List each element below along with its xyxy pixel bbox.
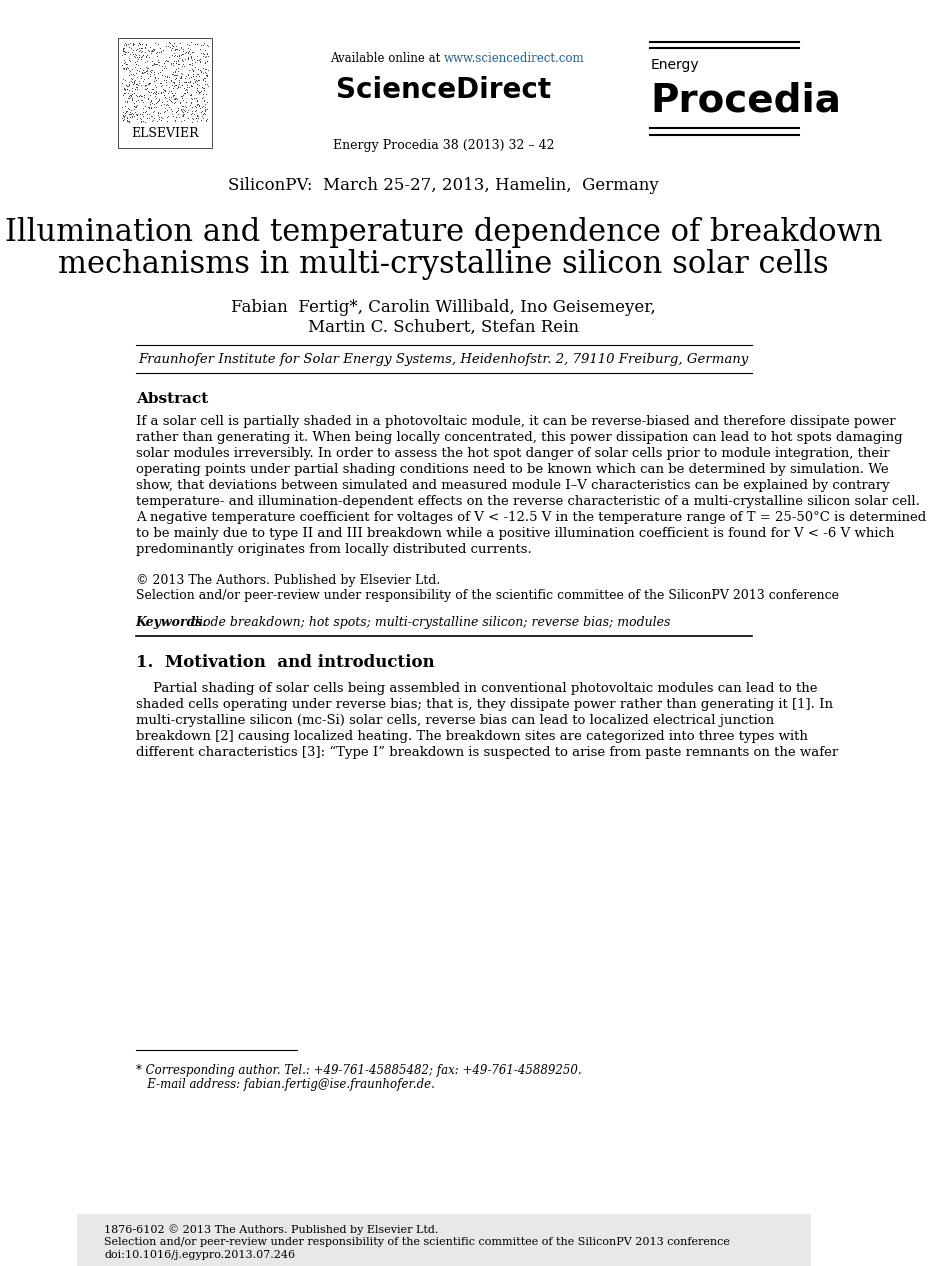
Text: temperature- and illumination-dependent effects on the reverse characteristic of: temperature- and illumination-dependent … [136, 495, 920, 508]
Text: * Corresponding author. Tel.: +49-761-45885482; fax: +49-761-45889250.: * Corresponding author. Tel.: +49-761-45… [136, 1063, 582, 1077]
Text: Abstract: Abstract [136, 392, 208, 406]
Text: predominantly originates from locally distributed currents.: predominantly originates from locally di… [136, 543, 531, 556]
Text: ELSEVIER: ELSEVIER [131, 127, 198, 141]
Text: Energy: Energy [650, 58, 698, 72]
Text: E-mail address: fabian.fertig@ise.fraunhofer.de.: E-mail address: fabian.fertig@ise.fraunh… [136, 1079, 435, 1091]
Text: different characteristics [3]: “Type I” breakdown is suspected to arise from pas: different characteristics [3]: “Type I” … [136, 746, 838, 760]
Text: diode breakdown; hot spots; multi-crystalline silicon; reverse bias; modules: diode breakdown; hot spots; multi-crysta… [187, 617, 670, 629]
Text: Selection and/or peer-review under responsibility of the scientific committee of: Selection and/or peer-review under respo… [105, 1237, 730, 1247]
Text: Partial shading of solar cells being assembled in conventional photovoltaic modu: Partial shading of solar cells being ass… [136, 682, 817, 695]
Text: www.sciencedirect.com: www.sciencedirect.com [443, 52, 584, 65]
Text: If a solar cell is partially shaded in a photovoltaic module, it can be reverse-: If a solar cell is partially shaded in a… [136, 415, 896, 428]
Text: Keywords:: Keywords: [136, 617, 208, 629]
Text: Fabian  Fertig*, Carolin Willibald, Ino Geisemeyer,: Fabian Fertig*, Carolin Willibald, Ino G… [231, 300, 656, 316]
Text: Procedia: Procedia [650, 81, 842, 119]
Text: Martin C. Schubert, Stefan Rein: Martin C. Schubert, Stefan Rein [309, 319, 579, 335]
Text: 1.  Motivation  and introduction: 1. Motivation and introduction [136, 655, 435, 671]
Text: 1876-6102 © 2013 The Authors. Published by Elsevier Ltd.: 1876-6102 © 2013 The Authors. Published … [105, 1224, 439, 1234]
Text: SiliconPV:  March 25-27, 2013, Hamelin,  Germany: SiliconPV: March 25-27, 2013, Hamelin, G… [228, 176, 659, 194]
Text: shaded cells operating under reverse bias; that is, they dissipate power rather : shaded cells operating under reverse bia… [136, 698, 833, 711]
FancyBboxPatch shape [118, 38, 212, 148]
Text: breakdown [2] causing localized heating. The breakdown sites are categorized int: breakdown [2] causing localized heating.… [136, 730, 808, 743]
FancyBboxPatch shape [77, 1214, 812, 1266]
Text: solar modules irreversibly. In order to assess the hot spot danger of solar cell: solar modules irreversibly. In order to … [136, 447, 889, 460]
Text: Fraunhofer Institute for Solar Energy Systems, Heidenhofstr. 2, 79110 Freiburg, : Fraunhofer Institute for Solar Energy Sy… [138, 353, 749, 366]
Text: mechanisms in multi-crystalline silicon solar cells: mechanisms in multi-crystalline silicon … [58, 249, 829, 281]
Text: A negative temperature coefficient for voltages of V < -12.5 V in the temperatur: A negative temperature coefficient for v… [136, 511, 926, 524]
Text: show, that deviations between simulated and measured module I–V characteristics : show, that deviations between simulated … [136, 479, 889, 492]
Text: operating points under partial shading conditions need to be known which can be : operating points under partial shading c… [136, 463, 888, 476]
Text: Selection and/or peer-review under responsibility of the scientific committee of: Selection and/or peer-review under respo… [136, 589, 839, 603]
Text: multi-crystalline silicon (mc-Si) solar cells, reverse bias can lead to localize: multi-crystalline silicon (mc-Si) solar … [136, 714, 774, 727]
Text: Energy Procedia 38 (2013) 32 – 42: Energy Procedia 38 (2013) 32 – 42 [333, 138, 554, 152]
Text: ScienceDirect: ScienceDirect [336, 76, 552, 104]
Text: to be mainly due to type II and III breakdown while a positive illumination coef: to be mainly due to type II and III brea… [136, 527, 894, 541]
Text: rather than generating it. When being locally concentrated, this power dissipati: rather than generating it. When being lo… [136, 430, 902, 444]
Text: Available online at: Available online at [330, 52, 443, 65]
Text: Illumination and temperature dependence of breakdown: Illumination and temperature dependence … [5, 216, 883, 247]
Text: doi:10.1016/j.egypro.2013.07.246: doi:10.1016/j.egypro.2013.07.246 [105, 1250, 295, 1260]
Text: © 2013 The Authors. Published by Elsevier Ltd.: © 2013 The Authors. Published by Elsevie… [136, 573, 440, 587]
